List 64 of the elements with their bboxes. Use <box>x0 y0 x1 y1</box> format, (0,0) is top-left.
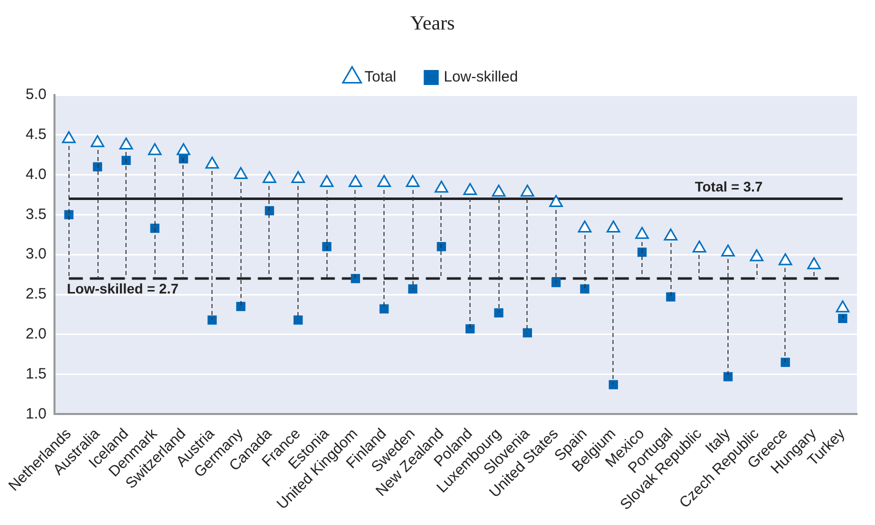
point <box>838 314 848 324</box>
point <box>664 228 678 241</box>
point <box>434 180 448 193</box>
point <box>549 194 563 207</box>
y-tick-label: 5.0 <box>26 86 47 104</box>
point <box>205 156 219 169</box>
point <box>723 372 733 382</box>
point <box>291 171 305 184</box>
point <box>119 138 133 150</box>
point <box>90 135 104 148</box>
y-tick-label: 4.0 <box>26 166 47 183</box>
point <box>551 278 561 288</box>
ref-line-label: Total = 3.7 <box>694 178 763 195</box>
point <box>692 240 706 252</box>
legend-label: Total <box>364 68 396 86</box>
point <box>294 315 303 325</box>
ref-line-label: Low-skilled = 2.7 <box>66 280 179 296</box>
y-tick-label: 2.0 <box>26 326 47 343</box>
point <box>262 171 276 184</box>
point <box>350 274 360 284</box>
point <box>148 143 162 156</box>
point <box>380 304 389 314</box>
point <box>150 224 160 233</box>
point <box>666 292 676 302</box>
point <box>377 175 391 188</box>
point <box>236 302 246 312</box>
point <box>62 131 76 144</box>
point <box>520 184 534 197</box>
point <box>578 220 592 233</box>
point <box>492 184 506 197</box>
y-tick-label: 3.0 <box>26 246 47 263</box>
point <box>494 308 504 318</box>
point <box>606 220 620 233</box>
point <box>780 358 790 367</box>
point <box>778 253 792 266</box>
point <box>406 175 420 188</box>
y-tick-label: 1.5 <box>26 365 47 382</box>
point <box>807 257 821 270</box>
point <box>408 284 418 294</box>
point <box>208 315 217 325</box>
point <box>522 328 532 338</box>
y-tick-label: 1.0 <box>26 405 47 422</box>
point <box>635 226 649 239</box>
point <box>176 143 190 156</box>
point <box>234 167 248 180</box>
point <box>463 183 477 196</box>
legend-label: Low-skilled <box>444 68 518 86</box>
point <box>348 175 362 188</box>
point <box>320 175 334 188</box>
point <box>750 249 764 262</box>
y-tick-label: 3.5 <box>26 206 47 223</box>
point <box>436 242 446 252</box>
point <box>637 248 647 257</box>
y-tick-label: 2.5 <box>26 286 47 303</box>
point <box>322 242 332 252</box>
point <box>64 210 74 220</box>
point <box>92 162 102 172</box>
point <box>465 324 475 334</box>
point <box>721 244 735 256</box>
point <box>264 206 274 216</box>
point <box>608 380 618 390</box>
chart-title: Years <box>410 12 456 34</box>
y-tick-label: 4.5 <box>26 126 47 144</box>
point <box>580 284 590 294</box>
